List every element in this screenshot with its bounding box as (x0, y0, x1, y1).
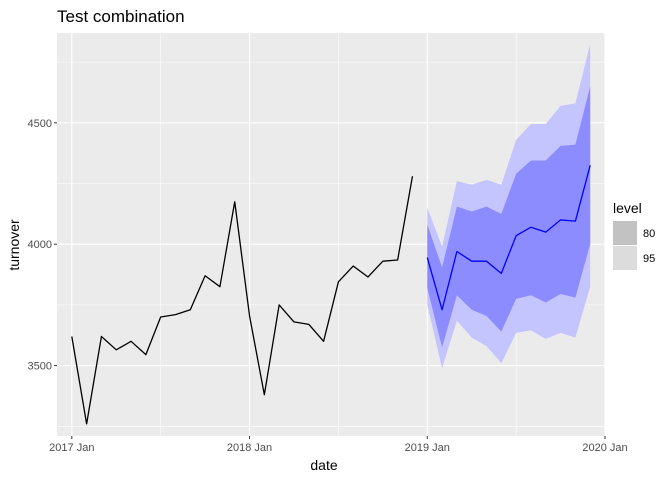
y-axis-title: turnover (6, 219, 22, 271)
series-lines (71, 165, 591, 425)
y-tick-label: 4000 (28, 239, 52, 251)
x-tick-label: 2019 Jan (405, 442, 450, 454)
interval-80-band (427, 86, 591, 348)
forecast-intervals (427, 43, 591, 369)
chart-title: Test combination (57, 7, 185, 26)
legend-key-95 (613, 246, 637, 270)
x-tick-label: 2018 Jan (227, 442, 272, 454)
legend-title: level (613, 200, 642, 216)
y-tick-label: 4500 (28, 118, 52, 130)
x-axis: 2017 Jan 2018 Jan 2019 Jan 2020 Jan (49, 436, 628, 454)
x-axis-title: date (310, 457, 337, 473)
x-tick-label: 2017 Jan (49, 442, 94, 454)
x-tick-label: 2020 Jan (582, 442, 627, 454)
y-tick-label: 3500 (28, 361, 52, 373)
y-axis: 3500 4000 4500 (28, 118, 57, 373)
legend-label-80: 80 (643, 228, 655, 240)
forecast-mean-line (426, 165, 591, 311)
legend-key-80 (613, 221, 637, 245)
history-line (71, 176, 414, 425)
legend-label-95: 95 (643, 253, 655, 265)
legend: level 80 95 (613, 200, 655, 270)
